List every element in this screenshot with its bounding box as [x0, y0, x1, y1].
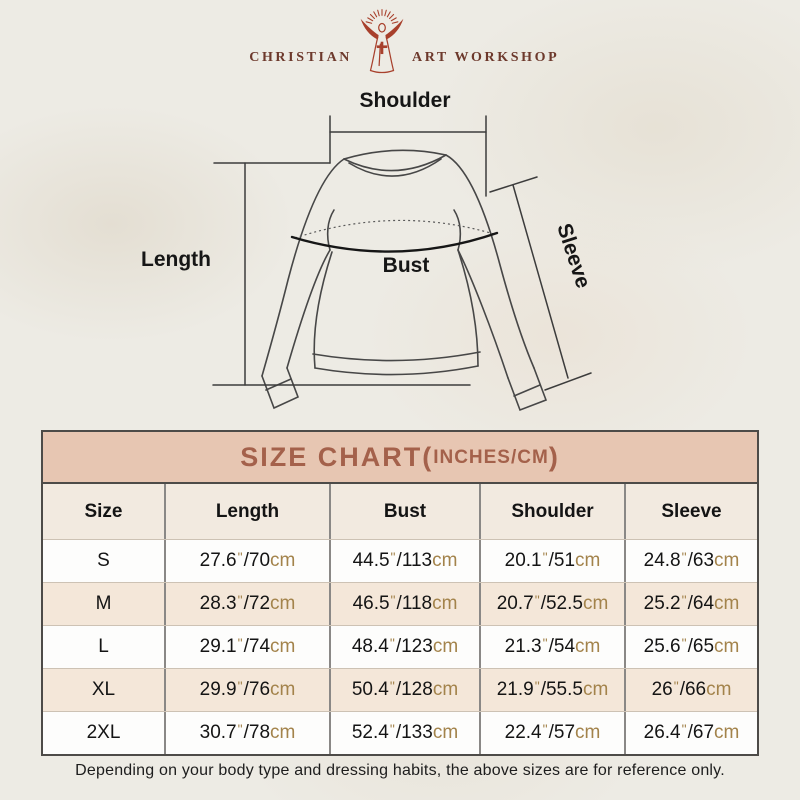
logo-text-christian: CHRISTIAN [249, 50, 352, 65]
length-cell: 30.7 "/78 cm [164, 712, 329, 754]
sweater-outline [261, 149, 548, 412]
sleeve-measure-line [512, 184, 569, 379]
sleeve-cell: 25.2 "/64 cm [624, 583, 757, 625]
chest-cross-icon [376, 41, 388, 55]
bust-label: Bust [383, 254, 430, 277]
halo-rays [365, 9, 399, 24]
robe-outline [369, 36, 395, 74]
head-outline [378, 22, 386, 33]
sleeve-label: Sleeve [552, 221, 594, 291]
shoulder-cell: 21.9 "/55.5 cm [479, 669, 624, 711]
size-cell: 2XL [86, 722, 121, 743]
shoulder-label: Shoulder [359, 89, 450, 112]
jesus-figure-svg [360, 9, 404, 74]
column-header-length: Length [164, 484, 329, 539]
bust-dashed-line [294, 219, 495, 239]
bust-cell: 46.5 "/118 cm [329, 583, 479, 625]
bust-solid-line [290, 231, 499, 253]
table-header-row: Size Length Bust Shoulder Sleeve [43, 484, 757, 539]
bust-cell: 50.4 "/128 cm [329, 669, 479, 711]
sleeve-cell: 26.4 "/67 cm [624, 712, 757, 754]
shoulder-cell: 22.4 "/57 cm [479, 712, 624, 754]
sleeve-measure-cap-bottom [544, 372, 592, 391]
length-cell: 27.6 "/70 cm [164, 540, 329, 582]
sleeve-cell: 25.6 "/65 cm [624, 626, 757, 668]
size-chart-table: SIZE CHART(INCHES/CM) Size Length Bust S… [41, 430, 759, 756]
size-cell: M [43, 583, 164, 625]
table-row-s: S 27.6 "/70 cm 44.5 "/113 cm 20.1 "/51 cm 24.8… [43, 539, 757, 582]
bust-cell: 52.4 "/133 cm [329, 712, 479, 754]
size-chart-title: SIZE CHART(INCHES/CM) [43, 432, 757, 484]
shoulder-cell: 20.1 "/51 cm [479, 540, 624, 582]
title-unit: INCHES/CM [433, 447, 549, 468]
footer-note: Depending on your body type and dressing… [75, 762, 725, 779]
logo-text-art-workshop: ART WORKSHOP [412, 50, 560, 65]
bust-cell: 44.5 "/113 cm [329, 540, 479, 582]
size-cell: S [97, 550, 110, 571]
column-header-size: Size [43, 484, 164, 539]
length-cell: 28.3 "/72 cm [164, 583, 329, 625]
length-label: Length [141, 248, 211, 271]
size-cell: L [98, 636, 109, 657]
sleeve-cell: 24.8 "/63 cm [624, 540, 757, 582]
sweater-measurement-diagram: Shoulder Length Bust Sleeve [141, 89, 595, 412]
table-row-xl: XL 29.9 "/76 cm 50.4 "/128 cm 21.9 "/55.5 cm 2… [43, 668, 757, 711]
bust-cell: 48.4 "/123 cm [329, 626, 479, 668]
measurement-lines [212, 115, 592, 391]
shoulder-cell: 21.3 "/54 cm [479, 626, 624, 668]
table-row-m: M 28.3 "/72 cm 46.5 "/118 cm 20.7 "/52.5 cm 25… [43, 582, 757, 625]
length-cell: 29.9 "/76 cm [164, 669, 329, 711]
title-close: ) [548, 441, 560, 472]
shoulder-cell: 20.7 "/52.5 cm [479, 583, 624, 625]
column-header-bust: Bust [329, 484, 479, 539]
size-cell: XL [43, 669, 164, 711]
column-header-shoulder: Shoulder [479, 484, 624, 539]
sleeve-cell: 26 "/66 cm [624, 669, 757, 711]
jesus-figure-icon [349, 8, 415, 82]
length-cell: 29.1 "/74 cm [164, 626, 329, 668]
column-header-sleeve: Sleeve [624, 484, 757, 539]
table-row-2xl: 2XL 30.7 "/78 cm 52.4 "/133 cm 22.4 "/57 cm 26… [43, 711, 757, 754]
title-main: SIZE CHART( [240, 441, 434, 472]
raised-arms [360, 18, 404, 40]
table-row-l: L 29.1 "/74 cm 48.4 "/123 cm 21.3 "/54 cm 25.6… [43, 625, 757, 668]
